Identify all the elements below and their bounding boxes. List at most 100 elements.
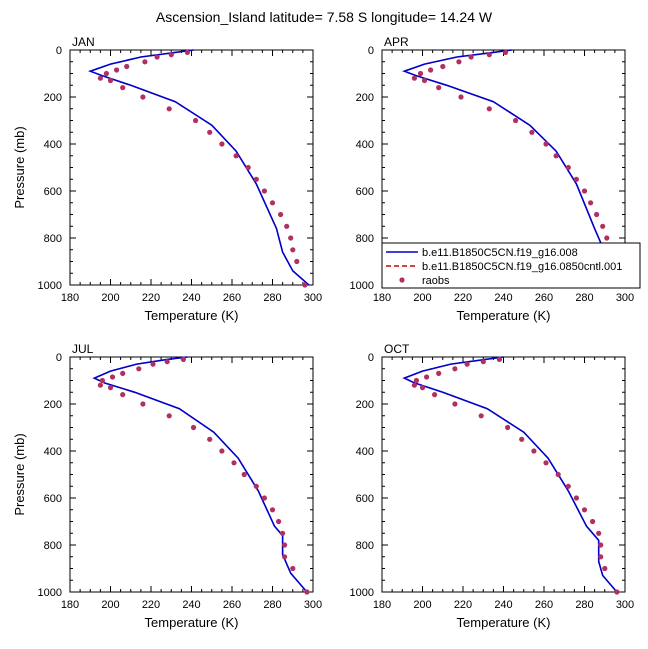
legend-entry: b.e11.B1850C5CN.f19_g16.008 <box>386 247 578 259</box>
x-tick-label: 240 <box>494 599 512 611</box>
legend-entry: raobs <box>399 275 450 287</box>
x-tick-label: 260 <box>223 292 241 304</box>
raobs-marker <box>278 211 284 218</box>
x-tick-label: 220 <box>142 292 160 304</box>
raobs-marker <box>120 85 126 91</box>
y-tick-label: 200 <box>356 399 374 411</box>
raobs-marker <box>486 52 492 58</box>
raobs-marker <box>419 385 426 391</box>
raobs-marker <box>468 54 474 60</box>
raobs-marker <box>207 436 213 442</box>
raobs-marker <box>150 361 156 367</box>
y-tick-label: 200 <box>44 399 62 411</box>
raobs-marker <box>614 589 620 595</box>
x-tick-label: 260 <box>223 599 241 611</box>
y-tick-label: 800 <box>44 233 62 245</box>
y-tick-label: 600 <box>356 186 374 198</box>
series-line-0 <box>402 356 618 593</box>
x-tick-label: 280 <box>575 292 593 304</box>
raobs-marker <box>253 176 259 182</box>
y-tick-label: 0 <box>56 352 62 364</box>
raobs-marker <box>486 106 492 112</box>
series-line-1 <box>92 356 308 593</box>
raobs-marker <box>573 176 580 182</box>
raobs-marker <box>233 153 239 159</box>
panel-label: JUL <box>72 342 94 356</box>
x-tick-label: 280 <box>263 292 281 304</box>
raobs-marker <box>588 200 594 206</box>
raobs-marker <box>154 54 160 60</box>
raobs-marker <box>114 67 120 73</box>
raobs-marker <box>502 49 509 56</box>
legend: b.e11.B1850C5CN.f19_g16.008 b.e11.B1850C5… <box>381 242 641 289</box>
raobs-marker <box>496 356 502 362</box>
raobs-marker <box>231 460 237 466</box>
x-tick-label: 180 <box>373 292 391 304</box>
series-line-1 <box>402 356 618 593</box>
panel-label: APR <box>384 35 409 49</box>
x-tick-label: 300 <box>304 292 322 304</box>
raobs-marker <box>284 223 290 229</box>
raobs-marker <box>103 70 109 77</box>
x-tick-label: 260 <box>535 292 553 304</box>
raobs-marker <box>190 424 197 431</box>
raobs-marker <box>219 448 225 454</box>
raobs-marker <box>413 377 419 384</box>
y-tick-label: 1000 <box>38 280 62 292</box>
raobs-marker <box>193 117 199 124</box>
raobs-marker <box>180 356 186 362</box>
plot-frame <box>69 49 314 286</box>
raobs-marker <box>269 507 276 513</box>
raobs-marker <box>294 258 300 265</box>
raobs-marker <box>124 63 130 70</box>
legend-marker <box>399 277 405 283</box>
panels: 180 200 220 240 260 280 300 0 200 400 600 800 1000 JA… <box>12 35 634 630</box>
x-tick-label: 300 <box>616 599 634 611</box>
x-tick-label: 240 <box>182 292 200 304</box>
x-tick-label: 300 <box>304 599 322 611</box>
y-tick-label: 600 <box>44 186 62 198</box>
raobs-marker <box>120 370 126 376</box>
raobs-marker <box>604 235 610 241</box>
raobs-marker <box>519 436 525 442</box>
raobs-marker <box>573 495 580 501</box>
raobs-marker <box>565 164 571 171</box>
raobs-marker <box>581 507 588 513</box>
y-tick-label: 0 <box>56 45 62 57</box>
raobs-marker <box>432 392 438 398</box>
raobs-marker <box>452 366 458 372</box>
raobs-marker <box>166 413 172 419</box>
x-axis-label: Temperature (K) <box>457 615 551 630</box>
x-tick-label: 220 <box>454 599 472 611</box>
raobs-marker <box>302 282 308 288</box>
x-axis-label: Temperature (K) <box>457 308 551 323</box>
raobs-marker <box>184 49 190 56</box>
y-tick-label: 1000 <box>350 587 374 599</box>
plot-frame <box>381 356 626 593</box>
raobs-marker <box>207 129 213 135</box>
raobs-marker <box>245 164 251 171</box>
raobs-marker <box>417 70 424 77</box>
panel-label: OCT <box>384 342 410 356</box>
raobs-marker <box>505 424 511 431</box>
y-tick-label: 400 <box>356 446 374 458</box>
series-line-0 <box>87 49 310 286</box>
panel-jan: 180 200 220 240 260 280 300 0 200 400 600 800 1000 JA… <box>12 35 322 323</box>
x-tick-label: 300 <box>616 292 634 304</box>
raobs-marker <box>600 223 606 229</box>
x-axis-label: Temperature (K) <box>145 308 239 323</box>
raobs-marker <box>424 374 430 380</box>
raobs-marker <box>594 211 600 218</box>
plot-frame <box>69 356 314 593</box>
figure-title: Ascension_Island latitude= 7.58 S longit… <box>156 9 493 25</box>
raobs-marker <box>411 382 417 388</box>
raobs-marker <box>598 554 604 560</box>
raobs-marker <box>142 59 148 65</box>
raobs-marker <box>456 59 462 65</box>
x-tick-label: 200 <box>101 292 119 304</box>
raobs-marker <box>555 471 561 478</box>
x-tick-label: 220 <box>454 292 472 304</box>
raobs-marker <box>553 153 559 159</box>
raobs-marker <box>440 63 446 70</box>
